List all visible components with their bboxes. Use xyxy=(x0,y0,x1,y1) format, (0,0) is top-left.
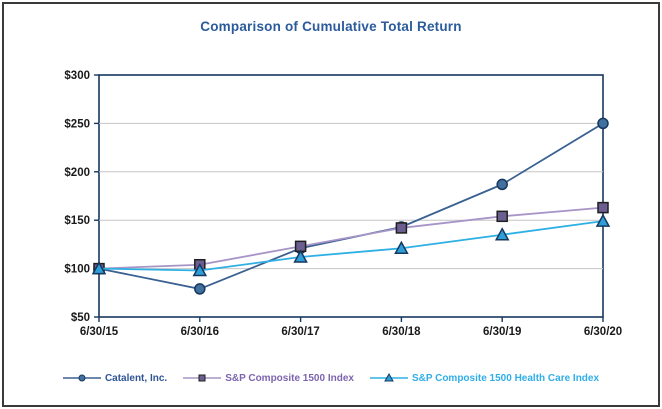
y-tick-label: $250 xyxy=(64,118,90,130)
legend-label: Catalent, Inc. xyxy=(104,372,168,384)
y-tick-label: $200 xyxy=(64,167,90,179)
series-line-2 xyxy=(98,220,604,272)
series-marker-2 xyxy=(293,249,308,263)
legend-item-2: S&P Composite 1500 Health Care Index xyxy=(369,371,600,385)
y-tick-label: $300 xyxy=(64,70,90,82)
legend-swatch-triangle-icon xyxy=(369,372,408,382)
series-marker-0 xyxy=(597,117,609,130)
legend-swatch-square-icon xyxy=(183,374,222,382)
x-tick-label: 6/30/19 xyxy=(483,326,521,338)
series-marker-2 xyxy=(595,213,611,227)
chart-title: Comparison of Cumulative Total Return xyxy=(200,19,462,34)
series-marker-1 xyxy=(597,201,609,214)
plot-border xyxy=(98,74,604,318)
legend-item-1: S&P Composite 1500 Index xyxy=(183,371,354,385)
series-line-1 xyxy=(98,206,604,270)
series-marker-2 xyxy=(91,261,107,275)
x-tick-label: 6/30/15 xyxy=(80,326,119,338)
x-tick-label: 6/30/17 xyxy=(281,326,319,338)
y-tick-label: $100 xyxy=(64,264,90,276)
series-marker-2 xyxy=(494,227,510,241)
plot-area: $50 $100 $150 $200 $250 $300 6/30/15 6/30/16 6/3… xyxy=(64,70,622,338)
series-marker-1 xyxy=(496,210,508,223)
y-tick-label: $50 xyxy=(71,312,90,324)
legend-item-0: Catalent, Inc. xyxy=(62,371,168,385)
series-marker-0 xyxy=(194,283,206,295)
legend: Catalent, Inc. S&P Composite 1500 Index S&… xyxy=(4,371,658,385)
series-marker-0 xyxy=(496,178,508,191)
series-marker-2 xyxy=(394,240,409,255)
legend-swatch-circle-icon xyxy=(62,374,101,382)
legend-label: S&P Composite 1500 Health Care Index xyxy=(411,372,600,384)
y-tick-label: $150 xyxy=(64,215,90,227)
x-tick-label: 6/30/20 xyxy=(584,326,622,338)
x-tick-label: 6/30/16 xyxy=(181,326,219,338)
x-tick-label: 6/30/18 xyxy=(382,326,421,338)
legend-label: S&P Composite 1500 Index xyxy=(225,372,354,384)
series-marker-2 xyxy=(192,262,208,277)
series-marker-1 xyxy=(395,222,408,234)
